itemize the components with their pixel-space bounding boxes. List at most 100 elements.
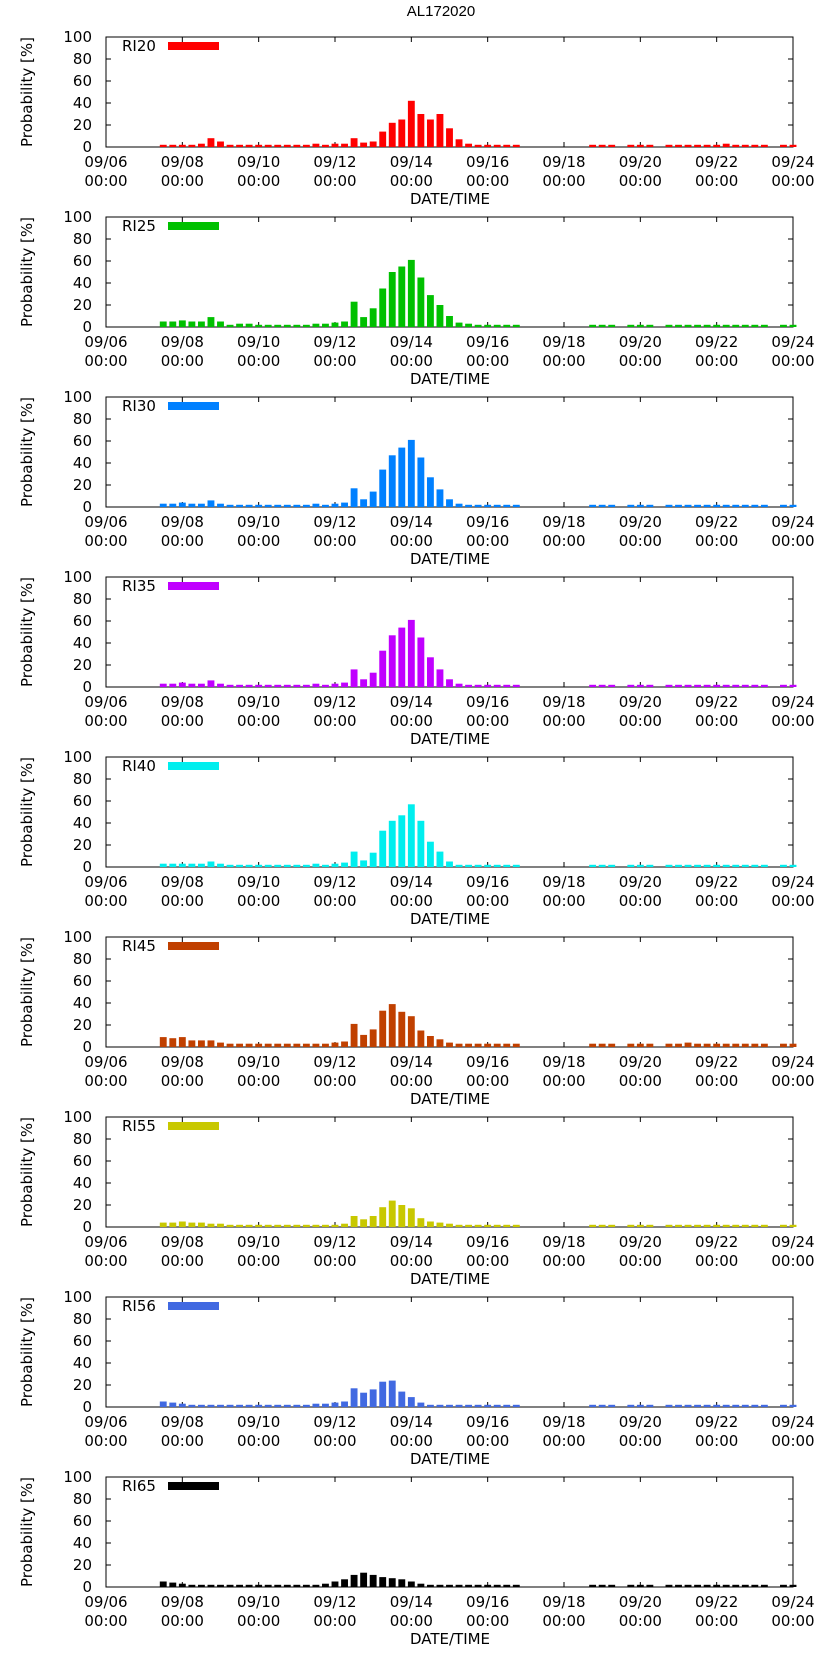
bar bbox=[245, 504, 253, 507]
legend-label: RI20 bbox=[122, 37, 156, 55]
bar bbox=[274, 144, 282, 147]
bar bbox=[197, 1404, 205, 1407]
bar bbox=[694, 1584, 702, 1587]
bar bbox=[417, 1218, 425, 1227]
plot-frame bbox=[105, 1116, 794, 1228]
bar bbox=[360, 142, 368, 147]
legend-label: RI65 bbox=[122, 1477, 156, 1495]
bar bbox=[245, 144, 253, 147]
x-tick-label-date: 09/12 bbox=[313, 873, 356, 891]
bar bbox=[322, 1583, 329, 1587]
bar bbox=[217, 1223, 224, 1227]
bar bbox=[789, 504, 797, 507]
bar bbox=[169, 1402, 177, 1407]
bar bbox=[675, 324, 682, 327]
bar bbox=[322, 323, 329, 327]
x-tick-label-time: 00:00 bbox=[84, 1072, 127, 1090]
bar bbox=[503, 1584, 511, 1587]
x-tick-label-time: 00:00 bbox=[619, 892, 662, 910]
x-tick-label-time: 00:00 bbox=[771, 1432, 814, 1450]
y-tick-label: 60 bbox=[73, 432, 92, 450]
bar bbox=[598, 504, 606, 507]
bar bbox=[789, 1224, 797, 1227]
bar bbox=[760, 1043, 768, 1047]
x-tick-label-time: 00:00 bbox=[84, 892, 127, 910]
bar bbox=[350, 488, 358, 507]
y-tick-label: 40 bbox=[73, 634, 92, 652]
bar bbox=[379, 1207, 387, 1227]
x-tick-label-time: 00:00 bbox=[84, 1612, 127, 1630]
bar bbox=[722, 143, 730, 147]
x-tick-label-date: 09/08 bbox=[161, 1593, 204, 1611]
x-tick-label-date: 09/22 bbox=[695, 1053, 738, 1071]
y-tick-label: 60 bbox=[73, 792, 92, 810]
bar bbox=[474, 324, 482, 327]
bar bbox=[264, 684, 272, 687]
y-tick-label: 0 bbox=[82, 1578, 92, 1596]
bar bbox=[455, 322, 463, 327]
bar bbox=[446, 1584, 453, 1587]
plot-frame bbox=[105, 936, 794, 1048]
bar bbox=[493, 1584, 501, 1587]
x-tick-label-time: 00:00 bbox=[695, 1612, 738, 1630]
plot-frame bbox=[105, 216, 794, 328]
bar bbox=[312, 1043, 320, 1047]
bar bbox=[722, 504, 730, 507]
x-tick-label-date: 09/24 bbox=[771, 1413, 814, 1431]
bar bbox=[493, 504, 501, 507]
x-tick-label-time: 00:00 bbox=[619, 532, 662, 550]
bar bbox=[379, 1010, 387, 1047]
y-tick-label: 80 bbox=[73, 410, 92, 428]
bar bbox=[780, 1224, 787, 1227]
x-tick-label-date: 09/10 bbox=[237, 1593, 280, 1611]
bar bbox=[417, 1402, 425, 1407]
bar bbox=[388, 1200, 396, 1227]
bar bbox=[341, 1579, 348, 1587]
bar bbox=[379, 469, 387, 507]
y-tick-label: 80 bbox=[73, 1490, 92, 1508]
bar bbox=[780, 684, 787, 687]
bar bbox=[226, 504, 234, 507]
y-tick-label: 20 bbox=[73, 1376, 92, 1394]
x-tick-label-time: 00:00 bbox=[771, 1072, 814, 1090]
bar bbox=[264, 504, 272, 507]
y-tick-label: 40 bbox=[73, 814, 92, 832]
bar bbox=[226, 864, 234, 867]
bar bbox=[789, 1584, 797, 1587]
plot-frame bbox=[105, 756, 794, 868]
x-tick-label-time: 00:00 bbox=[695, 1432, 738, 1450]
y-tick-label: 80 bbox=[73, 590, 92, 608]
bar bbox=[217, 1042, 224, 1047]
x-tick-label-date: 09/18 bbox=[542, 1233, 585, 1251]
bar bbox=[398, 1391, 406, 1407]
bar bbox=[369, 141, 377, 147]
y-tick-label: 0 bbox=[82, 858, 92, 876]
bar bbox=[255, 144, 263, 147]
bar bbox=[264, 1584, 272, 1587]
bar bbox=[360, 1572, 368, 1587]
chart-title: AL172020 bbox=[407, 3, 475, 20]
y-tick-label: 60 bbox=[73, 972, 92, 990]
bar bbox=[369, 308, 377, 327]
x-tick-label-time: 00:00 bbox=[466, 172, 509, 190]
bar bbox=[684, 1042, 692, 1047]
x-tick-label-time: 00:00 bbox=[466, 532, 509, 550]
x-tick-label-time: 00:00 bbox=[466, 1252, 509, 1270]
x-tick-label-time: 00:00 bbox=[695, 532, 738, 550]
bar bbox=[426, 477, 434, 507]
y-tick-label: 60 bbox=[73, 72, 92, 90]
x-tick-label-time: 00:00 bbox=[619, 352, 662, 370]
legend-swatch bbox=[168, 582, 219, 590]
bar bbox=[598, 1043, 606, 1047]
bar bbox=[197, 1040, 205, 1047]
bar bbox=[665, 1584, 673, 1587]
bar bbox=[503, 504, 511, 507]
x-tick-label-time: 00:00 bbox=[466, 1072, 509, 1090]
bar bbox=[684, 504, 692, 507]
bar bbox=[684, 1584, 692, 1587]
bar bbox=[465, 1404, 473, 1407]
bar bbox=[646, 504, 654, 507]
bar bbox=[274, 864, 282, 867]
bar bbox=[722, 1584, 730, 1587]
